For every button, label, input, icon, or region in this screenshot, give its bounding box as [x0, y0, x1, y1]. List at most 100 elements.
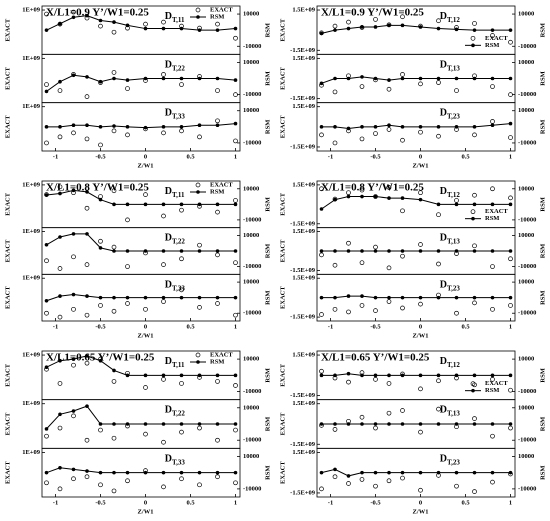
rsm-point [125, 470, 130, 475]
rsm-point [58, 21, 62, 26]
exact-point [179, 476, 184, 482]
legend-marker [196, 360, 200, 364]
subplot-label-sub: T,23 [447, 458, 460, 466]
rsm-point [508, 249, 513, 253]
y2-tick-label: 10000 [518, 453, 534, 460]
rsm-point [319, 295, 324, 300]
exact-point [359, 187, 365, 193]
rsm-point [85, 404, 89, 408]
subplot-label-sub: T,22 [172, 409, 185, 417]
y2-tick-label: 10000 [243, 11, 259, 18]
rsm-point [400, 249, 405, 253]
exact-point [436, 80, 441, 85]
rsm-point [373, 422, 378, 426]
rsm-point [58, 125, 62, 129]
rsm-point [179, 125, 184, 129]
exact-point [508, 425, 513, 431]
y-tick-label: 1.5E+09 [292, 55, 315, 62]
y-axis-label: EXACT [279, 192, 286, 215]
rsm-point [71, 188, 76, 193]
rsm-point [373, 194, 378, 199]
rsm-point [387, 373, 391, 378]
y2-tick-label: -10000 [243, 310, 261, 317]
rsm-point [161, 373, 166, 378]
exact-point [84, 312, 90, 318]
rsm-point [387, 470, 391, 475]
subplot-label-main: D [165, 186, 172, 197]
y-tick-label: -1.5E+09 [290, 143, 316, 150]
rsm-point [58, 294, 62, 298]
y-tick-label: -1.5E+09 [290, 95, 316, 102]
subplot-label-sub: T,12 [447, 361, 460, 369]
rsm-point [436, 76, 441, 81]
rsm-point [98, 18, 103, 23]
rsm-point [85, 354, 89, 358]
y-tick-label: 1E+09 [22, 228, 41, 235]
y2-tick-label: 10000 [518, 404, 534, 411]
y-tick-label: -1.5E+09 [290, 267, 316, 274]
subplot-label-main: D [440, 405, 447, 416]
subplot-label: DT,22 [165, 405, 186, 417]
exact-point [84, 262, 90, 267]
exact-point [215, 437, 220, 443]
rsm-point [125, 249, 130, 253]
exact-point [111, 488, 117, 494]
rsm-point [112, 295, 116, 300]
rsm-point [490, 28, 495, 32]
x-tick-label: -1 [328, 153, 333, 160]
legend-label: RSM [210, 188, 224, 195]
y-axis-label: EXACT [279, 18, 286, 41]
exact-point [44, 140, 49, 146]
x-tick-label: 0.5 [186, 153, 195, 160]
y-tick-label: 1.5E+09 [292, 275, 315, 282]
exact-point [143, 192, 148, 197]
rsm-point [71, 467, 76, 472]
subplot-label: DT,23 [440, 454, 461, 466]
exact-point [215, 379, 220, 384]
exact-point [233, 92, 238, 97]
rsm-point [373, 76, 378, 81]
rsm-point [85, 190, 89, 194]
rsm-point [436, 125, 441, 129]
rsm-line [46, 233, 236, 252]
x-axis-label: Z/W1 [138, 508, 154, 515]
subplot-label: DT,13 [440, 60, 461, 72]
rsm-point [490, 295, 495, 300]
exact-point [111, 244, 117, 250]
rsm-point [71, 292, 76, 297]
subplot-frame [41, 102, 241, 152]
exact-point [386, 127, 392, 132]
x-tick-label: 0 [144, 153, 147, 160]
exact-point [71, 130, 76, 136]
exact-point [98, 427, 103, 433]
exact-point [400, 208, 405, 214]
y2-tick-label: 10000 [518, 279, 534, 286]
rsm-point [125, 202, 130, 207]
rsm-point [197, 295, 202, 300]
subplot-label: DT,23 [440, 280, 461, 292]
x-tick-label: -0.5 [95, 323, 106, 330]
rsm-point [179, 202, 184, 207]
rsm-point [360, 75, 364, 79]
rsm-point [143, 295, 148, 300]
y-tick-label: -1.5E+09 [290, 489, 316, 496]
exact-point [233, 198, 238, 203]
rsm-point [472, 295, 477, 300]
exact-point [84, 360, 90, 366]
y2-tick-label: -10000 [243, 437, 261, 444]
rsm-point [346, 126, 351, 131]
subplot-label-main: D [165, 405, 172, 416]
y-axis-label: EXACT [279, 115, 286, 138]
exact-point [233, 138, 238, 144]
rsm-point [508, 121, 513, 126]
rsm-point [112, 368, 116, 373]
exact-point [454, 198, 459, 203]
rsm-point [400, 470, 405, 475]
subplot-label-main: D [440, 108, 447, 119]
y2-tick-label: 10000 [243, 453, 259, 460]
legend-marker [470, 209, 476, 215]
rsm-point [333, 249, 337, 253]
rsm-point [85, 75, 89, 79]
rsm-point [387, 295, 391, 300]
y-axis-label: EXACT [279, 286, 286, 309]
